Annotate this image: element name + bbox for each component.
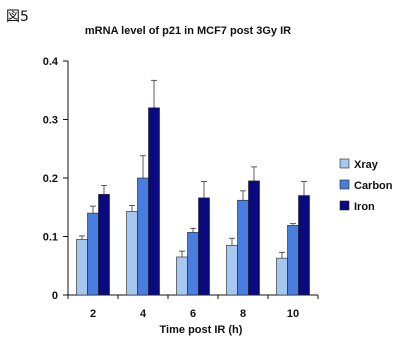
- y-tick-label: 0: [52, 290, 58, 302]
- bar-iron-10: [298, 195, 310, 296]
- bar-carbon-4: [137, 177, 149, 296]
- y-tick-label: 0.3: [43, 115, 58, 127]
- x-tick-label: 4: [140, 308, 147, 320]
- x-ticks: 2 4 6 8 10: [67, 295, 319, 320]
- x-tick-label: 2: [90, 308, 96, 320]
- bar-carbon-2: [87, 212, 99, 296]
- bar-xray-2: [76, 239, 88, 296]
- bar-iron-6: [198, 197, 210, 296]
- bar-carbon-8: [237, 199, 249, 296]
- bar-xray-10: [276, 257, 288, 296]
- bar-xray-6: [176, 256, 188, 296]
- bars: [76, 107, 310, 296]
- legend-label-iron: Iron: [354, 201, 375, 213]
- x-axis-label: Time post IR (h): [160, 324, 243, 336]
- figure-label: 図5: [6, 9, 29, 25]
- error-bars: [79, 79, 307, 259]
- bar-iron-8: [248, 180, 260, 296]
- bar-iron-4: [148, 107, 160, 296]
- bar-carbon-6: [187, 232, 199, 296]
- legend-swatch-iron: [339, 200, 350, 211]
- bar-xray-8: [226, 244, 238, 296]
- legend-label-carbon: Carbon: [354, 180, 393, 192]
- bar-carbon-10: [287, 225, 299, 296]
- y-ticks: 0 0.1 0.2 0.3 0.4: [43, 56, 68, 302]
- y-tick-label: 0.1: [43, 232, 58, 244]
- y-tick-label: 0.2: [43, 173, 58, 185]
- legend-swatch-xray: [339, 158, 350, 169]
- legend-swatch-carbon: [339, 179, 350, 190]
- bar-iron-2: [98, 194, 110, 296]
- chart-title: mRNA level of p21 in MCF7 post 3Gy IR: [85, 25, 291, 37]
- bar-xray-4: [126, 211, 138, 296]
- y-tick-label: 0.4: [43, 56, 59, 68]
- x-tick-label: 8: [240, 308, 246, 320]
- legend: Xray Carbon Iron: [339, 158, 393, 213]
- x-tick-label: 10: [287, 308, 299, 320]
- x-tick-label: 6: [190, 308, 196, 320]
- legend-label-xray: Xray: [354, 159, 379, 171]
